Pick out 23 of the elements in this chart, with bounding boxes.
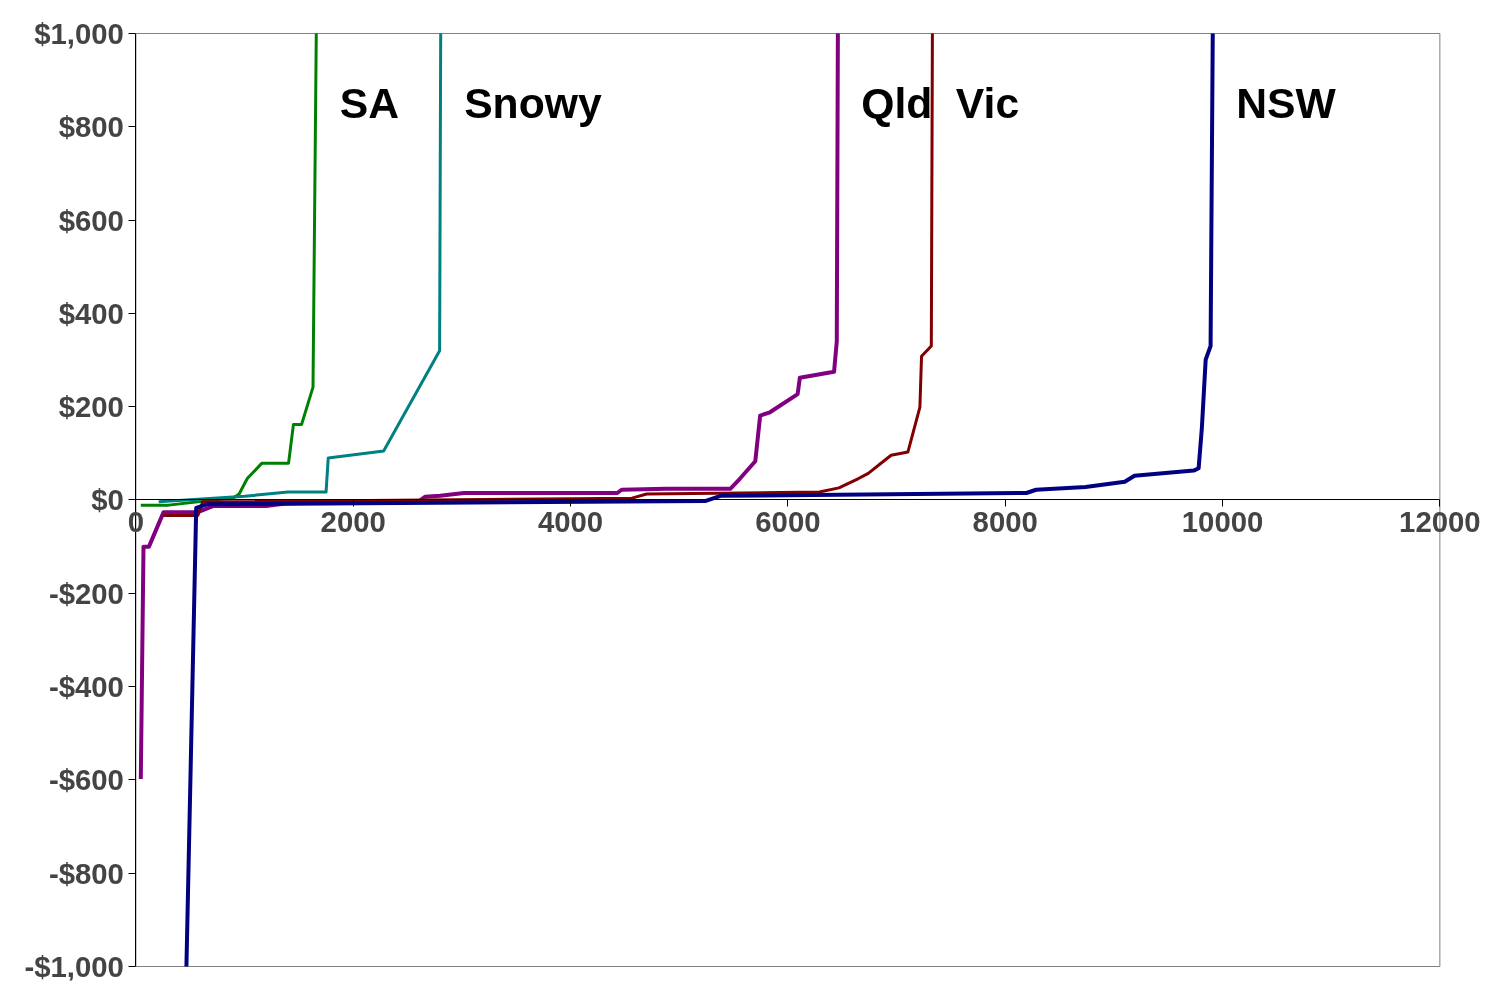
x-tick-label: 2000 xyxy=(320,505,386,538)
y-tick-label: $1,000 xyxy=(34,16,124,50)
series-label: Vic xyxy=(955,79,1020,128)
x-tick-label: 12000 xyxy=(1399,505,1481,538)
line-series xyxy=(139,31,318,507)
y-tick-label: -$400 xyxy=(48,670,124,704)
y-tick-label: $400 xyxy=(58,296,124,330)
series-label: Snowy xyxy=(464,79,602,128)
x-tick-label: 4000 xyxy=(537,505,604,538)
series-label: SA xyxy=(339,79,400,128)
x-tick-label: 10000 xyxy=(1181,505,1264,538)
y-tick-label: -$600 xyxy=(48,763,124,797)
x-tick-label: 8000 xyxy=(972,505,1038,538)
series-label: Qld xyxy=(861,79,933,128)
y-tick-label: $800 xyxy=(58,110,124,144)
y-tick-label: $600 xyxy=(58,203,124,237)
y-tick-label: -$800 xyxy=(48,856,124,890)
line-series xyxy=(157,31,443,504)
y-tick-label: $200 xyxy=(58,390,124,424)
y-tick-label: -$200 xyxy=(48,576,124,610)
series-label: NSW xyxy=(1236,79,1337,128)
x-tick-label: 6000 xyxy=(755,505,821,538)
y-tick-label: $0 xyxy=(91,483,124,517)
